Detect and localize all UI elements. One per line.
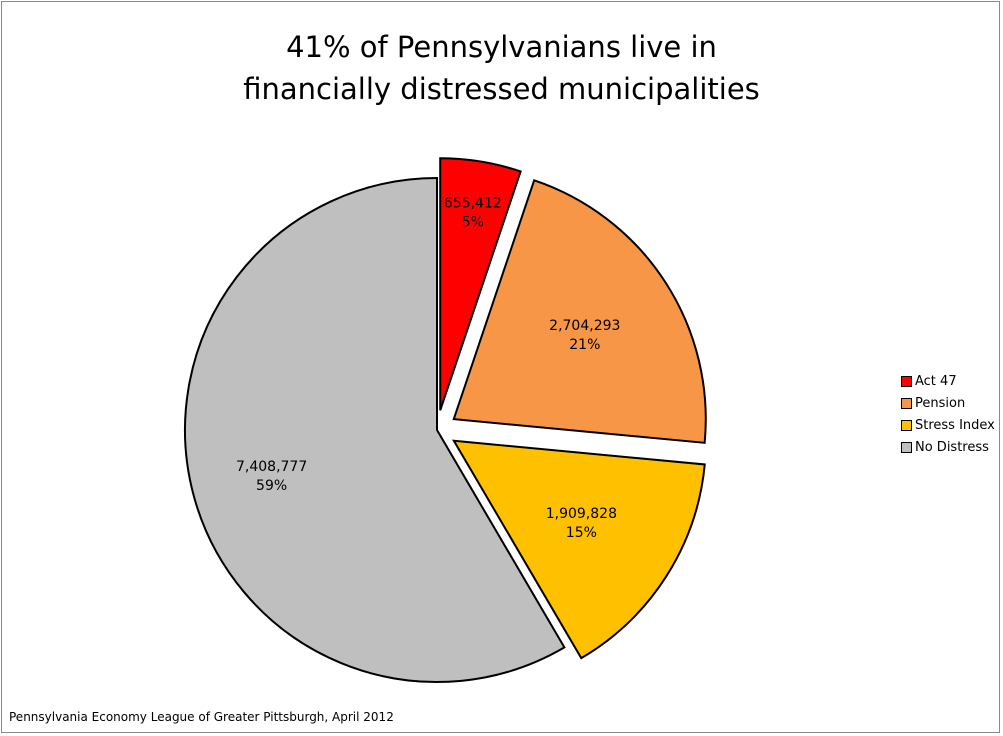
legend-label-act-47: Act 47 — [915, 373, 957, 389]
legend-item-act-47: Act 47 — [901, 370, 1001, 392]
legend-item-no-distress: No Distress — [901, 436, 1001, 458]
pie-slice-pension — [452, 179, 707, 444]
pie-slice-no-distress — [184, 176, 566, 683]
slice-percent-label-stress-index: 15% — [566, 525, 597, 541]
legend-label-no-distress: No Distress — [915, 439, 989, 455]
slice-value-label-no-distress: 7,408,777 — [236, 459, 307, 475]
chart-title-line-2: financially distressed municipalities — [243, 72, 760, 106]
slice-value-label-pension: 2,704,293 — [549, 318, 620, 334]
slice-value-label-stress-index: 1,909,828 — [546, 506, 617, 522]
legend-swatch-stress-index — [901, 419, 912, 431]
legend-swatch-act-47 — [901, 375, 912, 387]
legend-label-stress-index: Stress Index — [915, 417, 995, 433]
pie-labels: 655,412 5% 2,704,293 21% 1,909,828 15% 7,408,7… — [236, 195, 620, 541]
source-note: Pennsylvania Economy League of Greater P… — [9, 710, 394, 724]
legend-item-stress-index: Stress Index — [901, 414, 1001, 436]
legend-item-pension: Pension — [901, 392, 1001, 414]
pie-slice-stress-index — [452, 439, 706, 660]
chart-title: 41% of Pennsylvanians live in financiall… — [0, 26, 1003, 110]
legend: Act 47 Pension Stress Index No Distress — [901, 370, 1001, 458]
slice-percent-label-pension: 21% — [569, 337, 600, 353]
slice-percent-label-act-47: 5% — [462, 214, 484, 230]
chart-title-line-1: 41% of Pennsylvanians live in — [286, 30, 717, 64]
legend-swatch-no-distress — [901, 441, 912, 453]
pie-slices — [184, 157, 707, 683]
slice-value-label-act-47: 655,412 — [444, 195, 502, 211]
pie-slice-act-47 — [439, 157, 522, 411]
legend-label-pension: Pension — [915, 395, 966, 411]
slice-percent-label-no-distress: 59% — [256, 478, 287, 494]
legend-swatch-pension — [901, 397, 912, 409]
